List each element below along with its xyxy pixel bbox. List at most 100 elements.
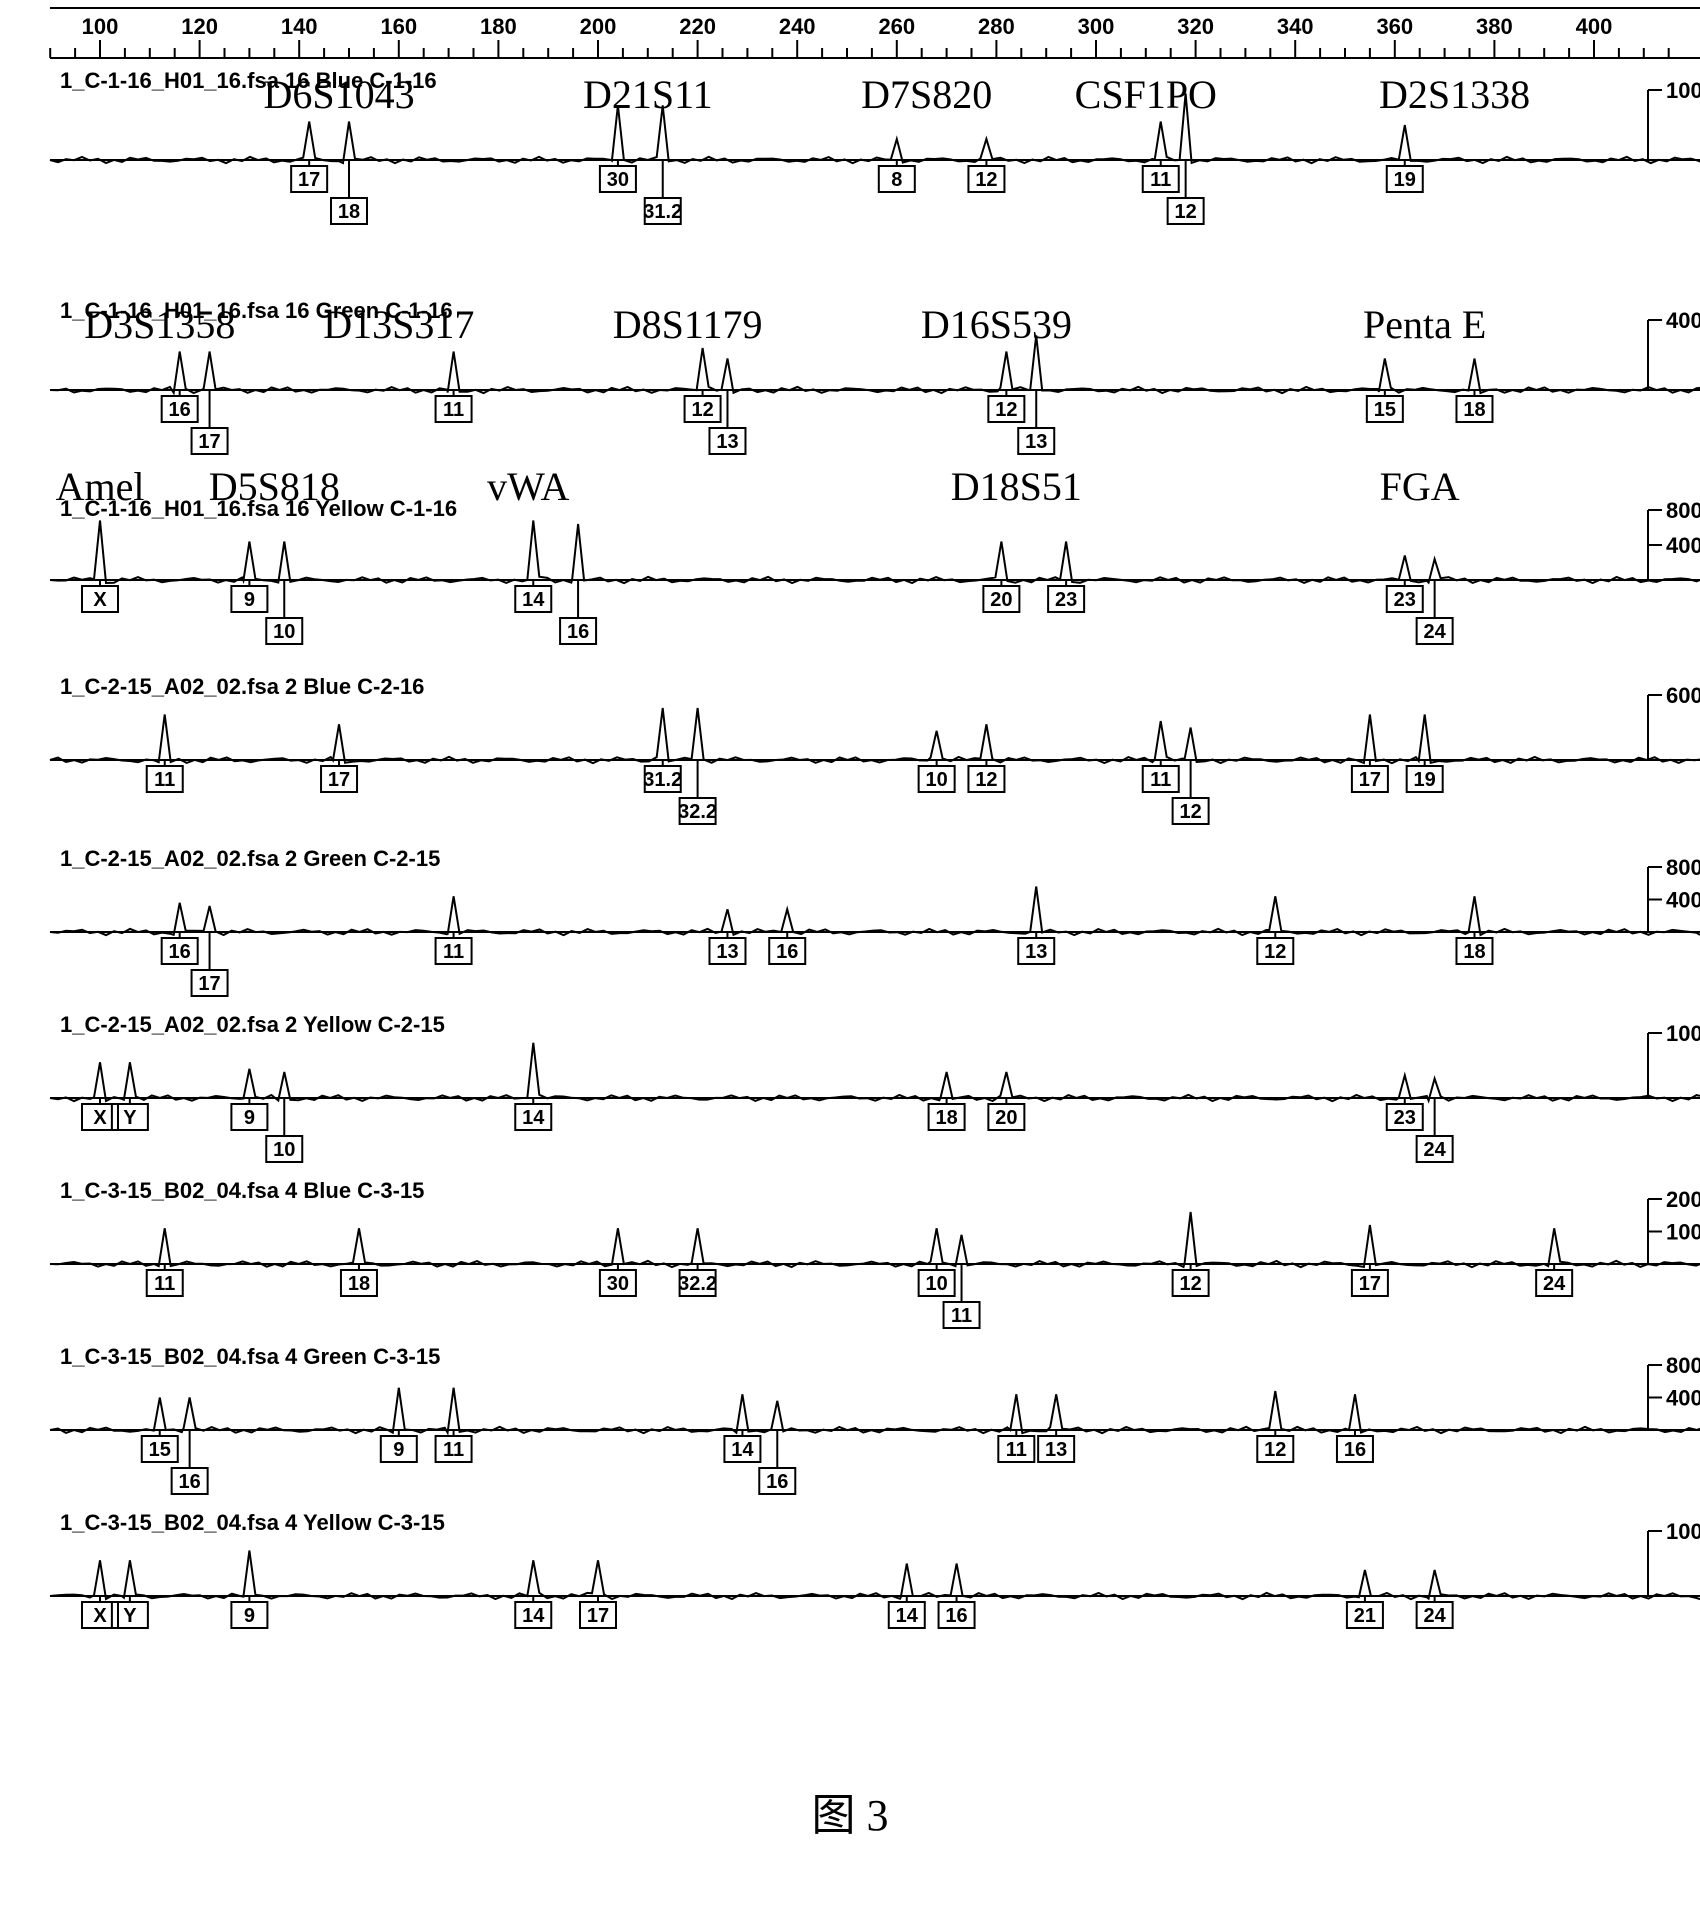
ruler-tick-label: 260 bbox=[878, 14, 915, 39]
allele-label: 11 bbox=[443, 399, 464, 421]
allele-label: 11 bbox=[443, 941, 464, 963]
allele-label: 24 bbox=[1543, 1273, 1566, 1295]
allele-label: 11 bbox=[154, 1273, 175, 1295]
ruler-tick-label: 100 bbox=[82, 14, 119, 39]
figure-caption: 图 3 bbox=[812, 1791, 889, 1840]
ruler-tick-label: 360 bbox=[1376, 14, 1413, 39]
trace bbox=[50, 887, 1700, 936]
allele-label: 12 bbox=[1264, 941, 1286, 963]
allele-label: 15 bbox=[149, 1439, 171, 1461]
allele-label: 19 bbox=[1394, 169, 1416, 191]
allele-label: 12 bbox=[1179, 801, 1201, 823]
allele-label: 11 bbox=[951, 1305, 972, 1327]
allele-label: 13 bbox=[716, 431, 738, 453]
allele-label: 12 bbox=[1264, 1439, 1286, 1461]
electropherogram-figure: 1001201401601802002202402602803003203403… bbox=[0, 0, 1700, 1913]
allele-label: 12 bbox=[975, 769, 997, 791]
allele-label: 23 bbox=[1394, 589, 1416, 611]
ruler-tick-label: 200 bbox=[580, 14, 617, 39]
locus-label: D18S51 bbox=[951, 464, 1082, 509]
sample-label: 1_C-1-16_H01_16.fsa 16 Blue C-1-16 bbox=[60, 68, 437, 93]
allele-label: 11 bbox=[1006, 1439, 1027, 1461]
allele-label: 16 bbox=[945, 1605, 967, 1627]
locus-label: D2S1338 bbox=[1379, 72, 1530, 117]
allele-label: 14 bbox=[522, 1107, 545, 1129]
allele-label: 12 bbox=[1175, 201, 1197, 223]
allele-label: 24 bbox=[1424, 1605, 1447, 1627]
trace bbox=[50, 521, 1700, 584]
allele-label: 14 bbox=[522, 1605, 545, 1627]
allele-label: 18 bbox=[1463, 399, 1485, 421]
allele-label: 12 bbox=[975, 169, 997, 191]
allele-label: 32.2 bbox=[678, 1273, 717, 1295]
allele-label: X bbox=[93, 1605, 107, 1627]
allele-label: 17 bbox=[587, 1605, 609, 1627]
ruler-tick-label: 320 bbox=[1177, 14, 1214, 39]
ruler-tick-label: 300 bbox=[1078, 14, 1115, 39]
allele-label: 19 bbox=[1414, 769, 1436, 791]
allele-label: 18 bbox=[935, 1107, 957, 1129]
allele-label: 23 bbox=[1394, 1107, 1416, 1129]
sample-label: 1_C-3-15_B02_04.fsa 4 Yellow C-3-15 bbox=[60, 1510, 445, 1535]
yscale-label: 1000 bbox=[1666, 78, 1700, 103]
trace bbox=[50, 708, 1700, 763]
allele-label: 20 bbox=[990, 589, 1012, 611]
allele-label: 14 bbox=[522, 589, 545, 611]
allele-label: 8 bbox=[891, 169, 902, 191]
ruler-tick-label: 220 bbox=[679, 14, 716, 39]
sample-label: 1_C-2-15_A02_02.fsa 2 Yellow C-2-15 bbox=[60, 1012, 445, 1037]
allele-label: 30 bbox=[607, 169, 629, 191]
allele-label: Y bbox=[123, 1107, 137, 1129]
locus-label: D8S1179 bbox=[613, 302, 763, 347]
locus-label: Penta E bbox=[1363, 302, 1486, 347]
sample-label: 1_C-1-16_H01_16.fsa 16 Yellow C-1-16 bbox=[60, 496, 457, 521]
allele-label: 17 bbox=[1359, 1273, 1381, 1295]
ruler-tick-label: 140 bbox=[281, 14, 318, 39]
allele-label: 11 bbox=[1150, 769, 1171, 791]
allele-label: 12 bbox=[1179, 1273, 1201, 1295]
allele-label: 11 bbox=[154, 769, 175, 791]
locus-label: D16S539 bbox=[921, 302, 1072, 347]
locus-label: D7S820 bbox=[861, 72, 992, 117]
yscale-label: 400 bbox=[1666, 533, 1700, 558]
yscale-label: 400 bbox=[1666, 308, 1700, 333]
ruler-tick-label: 380 bbox=[1476, 14, 1513, 39]
allele-label: 13 bbox=[1025, 941, 1047, 963]
allele-label: 17 bbox=[198, 431, 220, 453]
allele-label: 16 bbox=[179, 1471, 201, 1493]
allele-label: 13 bbox=[1045, 1439, 1067, 1461]
locus-label: FGA bbox=[1380, 464, 1460, 509]
sample-label: 1_C-2-15_A02_02.fsa 2 Blue C-2-16 bbox=[60, 674, 424, 699]
allele-label: 16 bbox=[169, 399, 191, 421]
allele-label: 12 bbox=[691, 399, 713, 421]
allele-label: 9 bbox=[393, 1439, 404, 1461]
allele-label: 16 bbox=[567, 621, 589, 643]
trace bbox=[50, 1551, 1700, 1600]
locus-label: CSF1PO bbox=[1075, 72, 1217, 117]
allele-label: 14 bbox=[731, 1439, 754, 1461]
allele-label: 16 bbox=[1344, 1439, 1366, 1461]
allele-label: 11 bbox=[443, 1439, 464, 1461]
ruler-tick-label: 340 bbox=[1277, 14, 1314, 39]
allele-label: 11 bbox=[1150, 169, 1171, 191]
allele-label: 10 bbox=[273, 621, 295, 643]
allele-label: 30 bbox=[607, 1273, 629, 1295]
ruler-tick-label: 400 bbox=[1576, 14, 1613, 39]
yscale-label: 1000 bbox=[1666, 1021, 1700, 1046]
ruler-tick-label: 180 bbox=[480, 14, 517, 39]
allele-label: 18 bbox=[338, 201, 360, 223]
allele-label: 24 bbox=[1424, 1139, 1447, 1161]
allele-label: 18 bbox=[348, 1273, 370, 1295]
ruler-tick-label: 120 bbox=[181, 14, 218, 39]
locus-label: D21S11 bbox=[583, 72, 713, 117]
yscale-label: 600 bbox=[1666, 683, 1700, 708]
yscale-label: 400 bbox=[1666, 888, 1700, 913]
allele-label: 23 bbox=[1055, 589, 1077, 611]
sample-label: 1_C-2-15_A02_02.fsa 2 Green C-2-15 bbox=[60, 846, 440, 871]
allele-label: 9 bbox=[244, 1605, 255, 1627]
allele-label: 10 bbox=[273, 1139, 295, 1161]
ruler-tick-label: 280 bbox=[978, 14, 1015, 39]
allele-label: 20 bbox=[995, 1107, 1017, 1129]
yscale-label: 400 bbox=[1666, 1386, 1700, 1411]
allele-label: 10 bbox=[926, 769, 948, 791]
